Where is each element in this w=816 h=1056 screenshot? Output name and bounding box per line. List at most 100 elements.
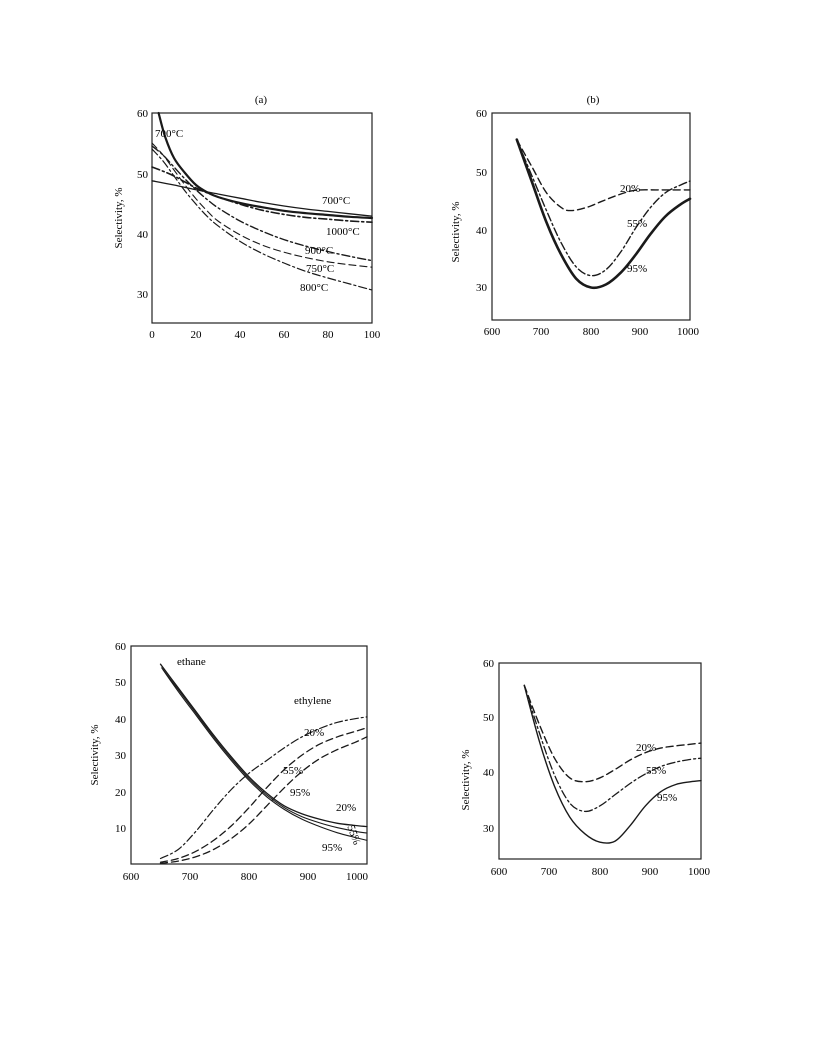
curve-label: 20% [620, 183, 640, 195]
plot-frame [498, 662, 702, 860]
series-layer [523, 684, 702, 844]
x-tick-label: 40 [235, 329, 247, 341]
x-tick-label: 80 [323, 329, 335, 341]
y-axis-title: Selectivity, % [460, 750, 472, 811]
x-tick-labels: 600 700 800 900 1000 [484, 326, 700, 338]
y-tick-label: 50 [476, 167, 488, 179]
y-tick-label: 10 [115, 823, 127, 835]
curve-label: 750°C [306, 263, 334, 275]
x-tick-label: 20 [191, 329, 203, 341]
curve-label: 20% [304, 727, 324, 739]
curve-label: 95% [322, 842, 342, 854]
curve-label: 1000°C [326, 226, 360, 238]
series-line [523, 684, 702, 813]
series-line [523, 684, 702, 844]
y-tick-label: 60 [476, 108, 488, 120]
y-axis-title: Selectivity, % [89, 725, 101, 786]
x-tick-label: 800 [592, 866, 609, 878]
curve-label: 20% [336, 802, 356, 814]
series-line [151, 148, 373, 291]
y-tick-labels: 30 40 50 60 [137, 108, 149, 301]
x-tick-label: 600 [123, 871, 140, 883]
series-line [151, 145, 373, 262]
x-tick-label: 700 [182, 871, 199, 883]
y-axis-title: Selectivity, % [450, 202, 462, 263]
curve-label: 900°C [305, 245, 333, 257]
series-layer [159, 663, 368, 864]
series-line [159, 716, 368, 860]
curve-label: 700°C [155, 128, 183, 140]
series-line [159, 663, 368, 828]
curve-label: ethylene [294, 695, 331, 707]
series-line [159, 727, 368, 863]
y-tick-label: 30 [483, 823, 495, 835]
x-tick-label: 1000 [688, 866, 711, 878]
annotations: 700°C 700°C 1000°C 900°C 750°C 800°C [155, 128, 360, 294]
x-tick-label: 1000 [346, 871, 369, 883]
series-line [159, 736, 368, 864]
series-line [161, 667, 368, 834]
plot-frame [151, 112, 373, 324]
series-line [151, 142, 373, 268]
series-line [151, 166, 373, 223]
curve-label: 20% [636, 742, 656, 754]
chart-panel-b: (b) Selectivity, % 30 40 50 60 600 700 8… [450, 94, 700, 338]
y-tick-label: 30 [476, 282, 488, 294]
x-tick-label: 700 [541, 866, 558, 878]
y-tick-label: 60 [137, 108, 149, 120]
curve-label: 700°C [322, 195, 350, 207]
chart-panel-c: Selectivity, % 10 20 30 40 50 60 600 700… [89, 641, 369, 883]
chart-panel-d: Selectivity, % 30 40 50 60 600 700 800 9… [460, 658, 711, 878]
x-tick-labels: 600 700 800 900 1000 [123, 871, 369, 883]
x-tick-label: 100 [364, 329, 381, 341]
curve-label: 95% [657, 792, 677, 804]
curve-label: 55% [627, 218, 647, 230]
y-tick-labels: 30 40 50 60 [483, 658, 495, 835]
x-tick-label: 0 [149, 329, 155, 341]
x-tick-label: 800 [583, 326, 600, 338]
x-tick-label: 700 [533, 326, 550, 338]
curve-label: ethane [177, 656, 206, 668]
curve-label: 800°C [300, 282, 328, 294]
curve-label: 55% [646, 765, 666, 777]
chart-title: (b) [587, 94, 600, 106]
y-tick-label: 40 [476, 225, 488, 237]
series-line [151, 180, 373, 217]
x-tick-labels: 0 20 40 60 80 100 [149, 329, 381, 341]
y-tick-labels: 10 20 30 40 50 60 [115, 641, 127, 835]
x-tick-label: 900 [300, 871, 317, 883]
series-layer [151, 111, 374, 291]
y-tick-label: 50 [115, 677, 127, 689]
x-tick-label: 60 [279, 329, 291, 341]
x-tick-label: 1000 [677, 326, 700, 338]
curve-label: 95% [627, 263, 647, 275]
curve-label: 95% [290, 787, 310, 799]
y-tick-label: 50 [483, 712, 495, 724]
y-tick-label: 60 [483, 658, 495, 670]
y-tick-label: 20 [115, 787, 127, 799]
annotations: 20% 55% 95% [620, 183, 647, 275]
chart-panel-a: (a) Selectivity, % 30 40 50 60 0 20 40 6… [113, 94, 381, 341]
series-line [516, 138, 691, 277]
y-tick-label: 30 [137, 289, 149, 301]
y-tick-label: 40 [137, 229, 149, 241]
x-tick-label: 900 [632, 326, 649, 338]
series-layer [515, 138, 692, 290]
series-line [523, 684, 702, 783]
plot-frame [130, 645, 368, 865]
x-tick-label: 600 [491, 866, 508, 878]
x-tick-label: 800 [241, 871, 258, 883]
y-tick-label: 40 [115, 714, 127, 726]
x-tick-label: 600 [484, 326, 501, 338]
series-line [515, 138, 692, 290]
curve-label: 55% [283, 765, 303, 777]
series-line [516, 138, 691, 212]
annotations: ethane ethylene 20% 55% 95% 20% 55% 95% [177, 656, 363, 854]
y-tick-labels: 30 40 50 60 [476, 108, 488, 294]
x-tick-label: 900 [642, 866, 659, 878]
y-tick-label: 30 [115, 750, 127, 762]
x-tick-labels: 600 700 800 900 1000 [491, 866, 711, 878]
plot-frame [491, 112, 691, 321]
y-tick-label: 40 [483, 767, 495, 779]
